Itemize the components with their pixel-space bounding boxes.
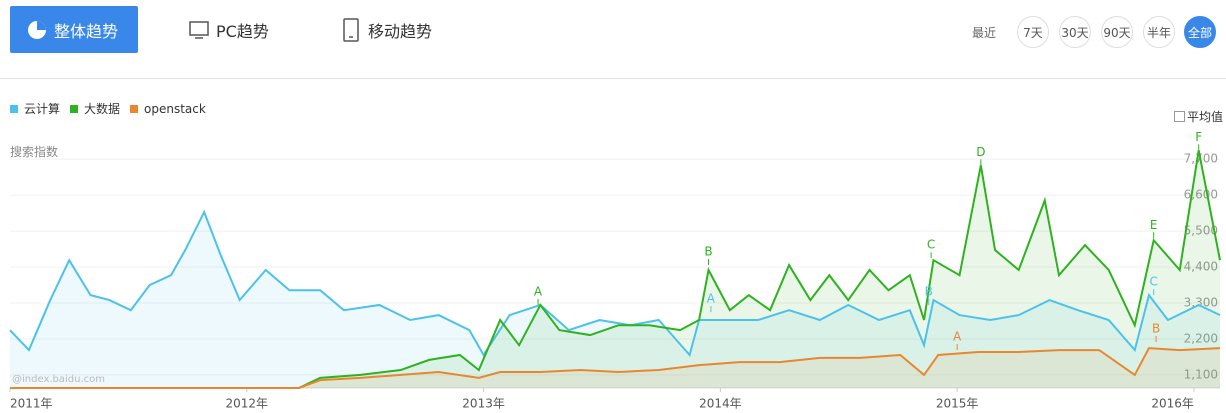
monitor-icon (189, 20, 209, 39)
annotation-label: B (925, 284, 933, 298)
tab-label: PC趋势 (216, 21, 269, 41)
average-label: 平均值 (1187, 110, 1224, 124)
y-tick-label: 2,200 (1184, 331, 1218, 345)
legend-swatch (70, 104, 79, 113)
y-tick-label: 7,700 (1184, 152, 1218, 166)
series-area (10, 348, 1220, 388)
divider (0, 78, 1226, 79)
series-line (9, 209, 1221, 358)
range-button[interactable]: 全部 (1184, 16, 1216, 48)
legend: 云计算 大数据 openstack (10, 100, 216, 117)
phone-icon (343, 17, 359, 42)
range-button[interactable]: 半年 (1143, 16, 1175, 48)
legend-item[interactable]: openstack (130, 100, 206, 117)
y-axis-label: 搜索指数 (10, 145, 59, 159)
average-toggle[interactable]: 平均值 (1174, 108, 1223, 125)
legend-item[interactable]: 大数据 (70, 100, 120, 117)
legend-swatch (10, 104, 18, 113)
annotation-label: A (953, 330, 962, 344)
y-tick-label: 3,300 (1184, 296, 1218, 310)
annotation-label: B (1152, 321, 1160, 335)
y-tick-label: 4,400 (1184, 260, 1218, 274)
x-tick-label: 2013年 (462, 397, 505, 411)
annotation-label: C (1150, 275, 1158, 289)
y-tick-label: 6,600 (1184, 188, 1218, 202)
range-button[interactable]: 7天 (1017, 16, 1049, 48)
annotation-label: D (976, 145, 985, 159)
x-tick-label: 2012年 (226, 397, 269, 411)
tab-label: 整体趋势 (54, 21, 119, 41)
series-line (10, 150, 1221, 389)
range-button[interactable]: 90天 (1101, 16, 1133, 48)
tab-pc[interactable]: PC趋势 (188, 6, 269, 53)
series-area (10, 150, 1220, 388)
annotation-label: E (1150, 218, 1158, 232)
x-tick-label: 2015年 (936, 397, 979, 411)
tab-mobile[interactable]: 移动趋势 (340, 6, 432, 53)
series-area (10, 212, 1220, 388)
series-line (10, 347, 1221, 389)
annotation-label: F (1195, 130, 1202, 144)
legend-swatch (130, 104, 139, 113)
annotation-label: C (927, 238, 935, 252)
legend-label: 大数据 (84, 102, 121, 116)
y-tick-label: 1,100 (1184, 367, 1218, 381)
legend-label: 云计算 (24, 102, 61, 116)
annotation-label: A (707, 292, 716, 306)
annotation-label: B (704, 245, 712, 259)
pie-icon (28, 20, 46, 39)
x-tick-label: 2014年 (699, 397, 742, 411)
range-label: 最近 (972, 26, 997, 40)
range-button[interactable]: 30天 (1059, 16, 1091, 48)
tab-overall[interactable]: 整体趋势 (10, 6, 138, 53)
annotation-label: A (534, 284, 543, 298)
x-tick-label: 2016年 (1151, 397, 1194, 411)
legend-label: openstack (144, 101, 206, 116)
y-tick-label: 5,500 (1184, 224, 1218, 238)
legend-item[interactable]: 云计算 (10, 100, 60, 117)
watermark: @index.baidu.com (12, 374, 106, 385)
checkbox[interactable] (1174, 111, 1185, 122)
x-tick-label: 2011年 (10, 397, 53, 411)
tab-label: 移动趋势 (368, 21, 433, 41)
